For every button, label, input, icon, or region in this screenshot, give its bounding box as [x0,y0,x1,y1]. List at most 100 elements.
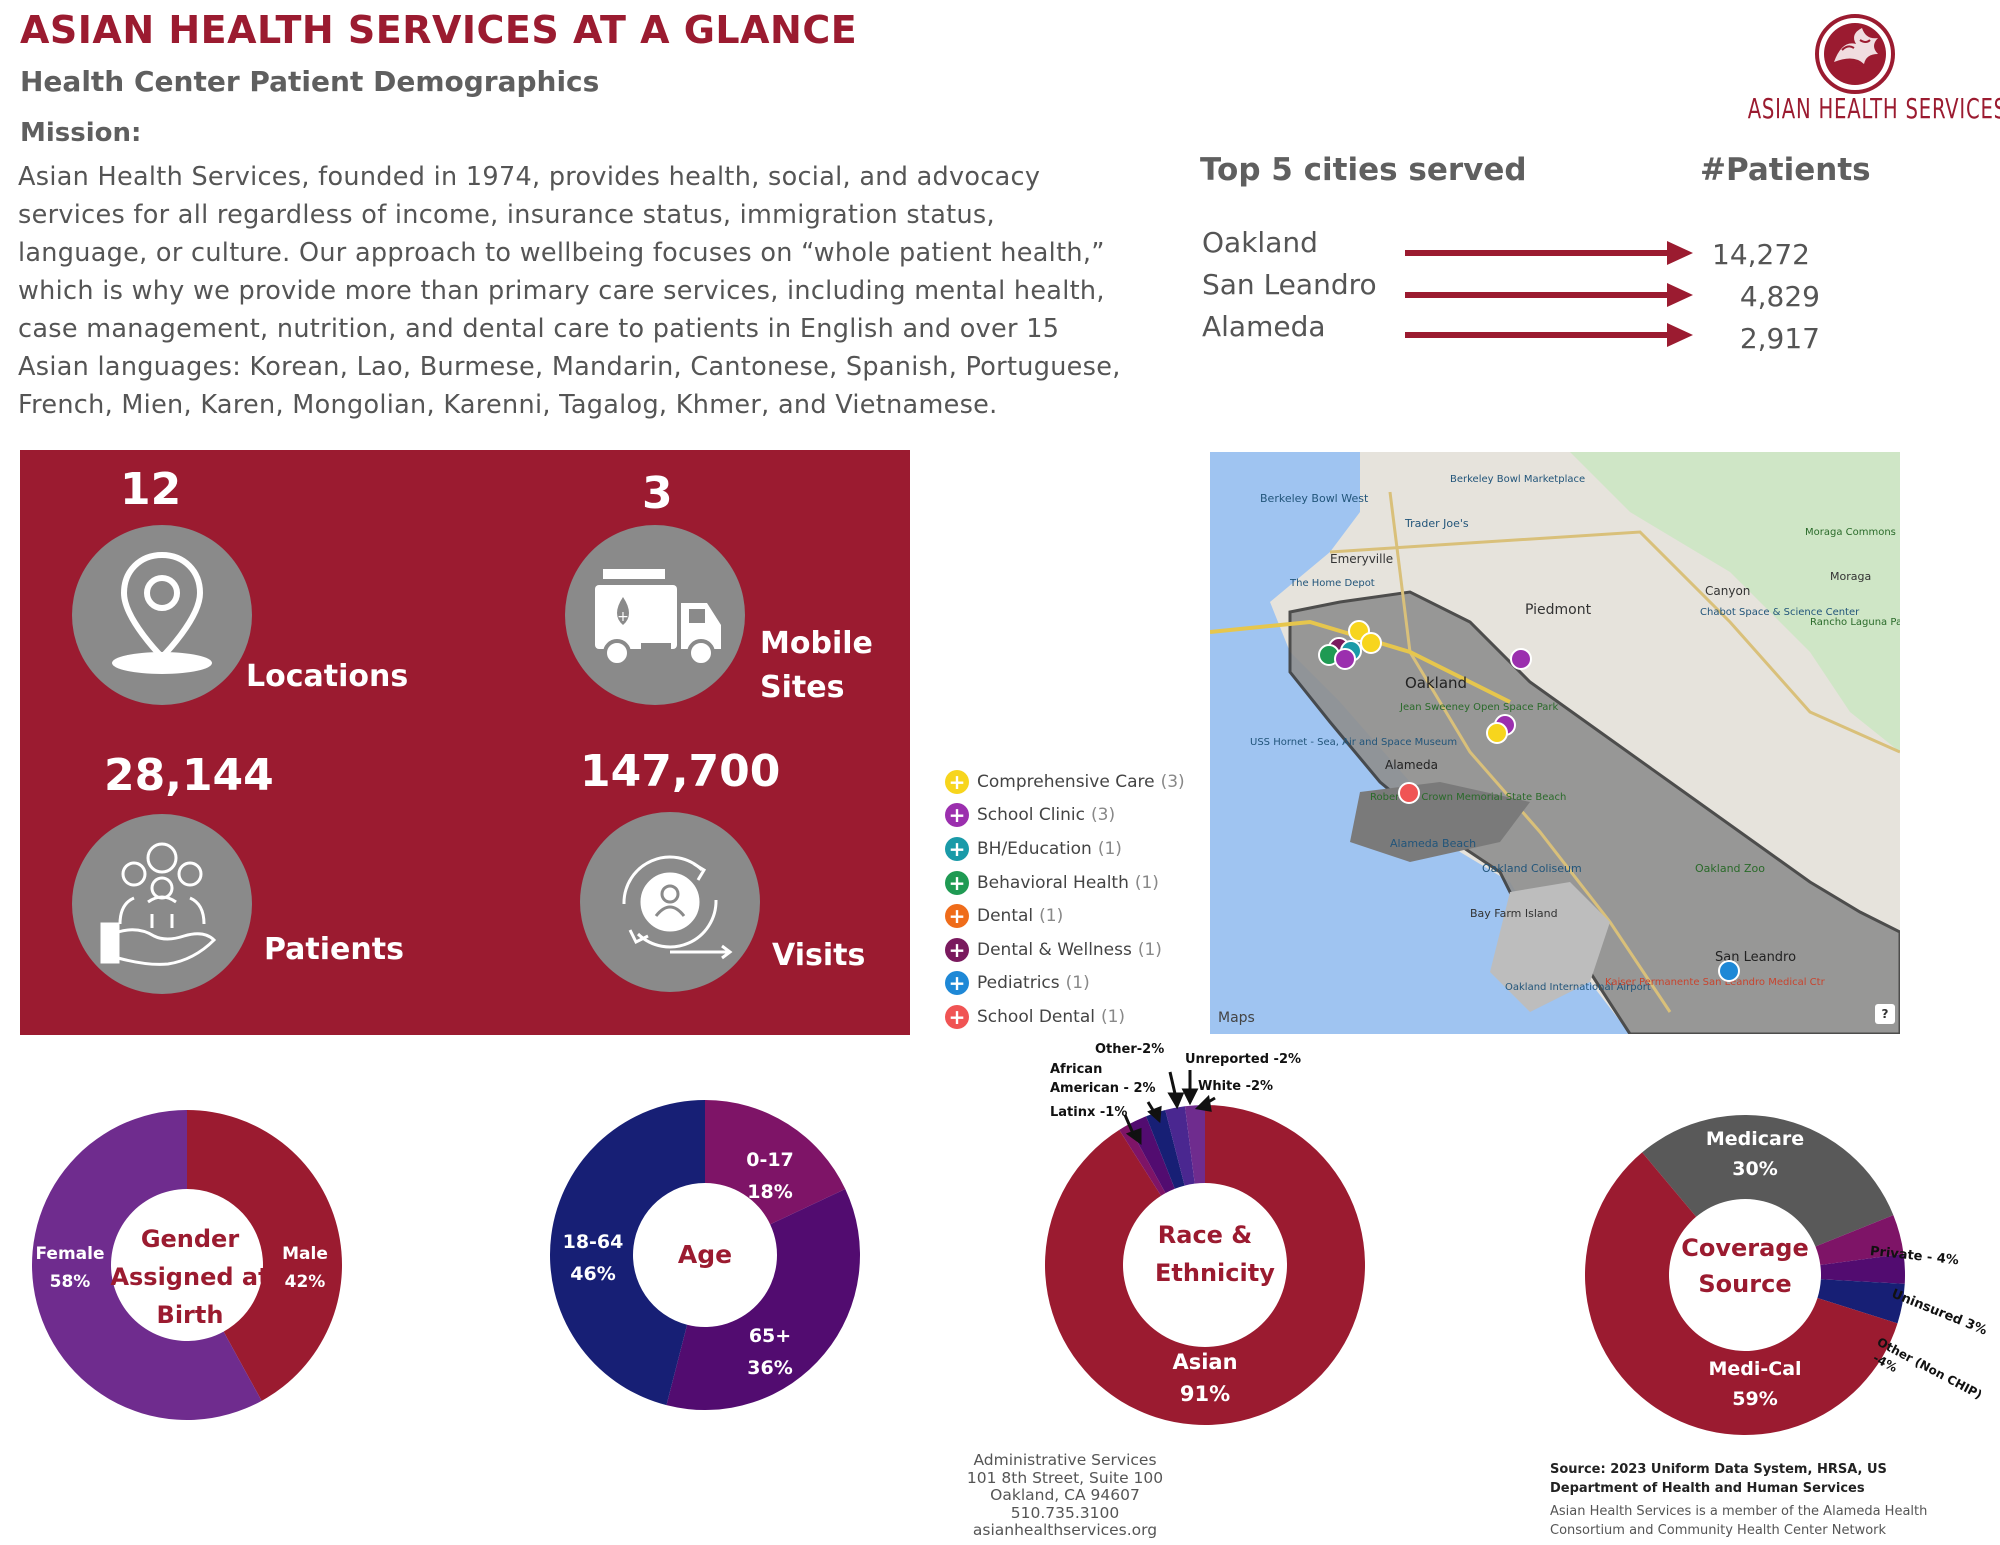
map-label: USS Hornet - Sea, Air and Space Museum [1250,737,1458,748]
map-label: Oakland International Airport [1505,982,1651,993]
race-chart-title: Race & Ethnicity [1155,1221,1275,1287]
callout-latinx: Latinx -1% [1050,1105,1128,1120]
legend-item: + Behavioral Health (1) [945,866,1185,900]
map-label: Moraga Commons Park [1805,527,1900,538]
map-label: Robert W. Crown Memorial State Beach [1370,792,1567,803]
callout-african-american: American - 2% [1050,1081,1156,1096]
plus-icon: + [945,937,969,962]
plus-icon: + [945,1004,969,1029]
age-donut-chart [550,1100,860,1410]
city-name: Alameda [1202,310,1326,343]
map-marker-school-clinic[interactable] [1334,648,1356,670]
donut-slice [31,1110,262,1420]
map-marker-school-dental[interactable] [1398,782,1420,804]
donut-slice [187,1110,342,1401]
map-marker-pediatrics[interactable] [1718,960,1740,982]
patients-count: 28,144 [104,750,274,801]
legend-count: (1) [1039,906,1064,927]
map-label: Oakland Coliseum [1482,862,1582,875]
locations-count: 12 [120,464,182,515]
map-label: Alameda Beach [1390,837,1477,850]
legend-count: (3) [1160,771,1185,792]
legend-label: Pediatrics [977,973,1060,994]
slice-label: Medi-Cal 59% [1708,1358,1802,1410]
people-care-icon [72,814,252,994]
slice-label: 65+ 36% [747,1325,793,1379]
legend-label: BH/Education [977,838,1092,859]
map-label: Jean Sweeney Open Space Park [1400,702,1559,713]
source-note: Source: 2023 Uniform Data System, HRSA, … [1550,1462,1887,1496]
logo-icon [1815,14,1895,94]
legend-item: + School Clinic (3) [945,799,1185,833]
map-label: Oakland [1405,674,1468,692]
map-label: Piedmont [1525,602,1592,618]
city-name: Oakland [1202,226,1318,259]
donut-slice [1642,1115,1894,1247]
map-marker-comprehensive-care[interactable] [1360,632,1382,654]
city-patients: 14,272 [1712,238,1810,271]
mobile-sites-label-1: Mobile [760,626,873,661]
legend-label: School Clinic [977,805,1086,826]
legend-count: (1) [1134,872,1159,893]
location-pin-icon [72,525,252,705]
map-attribution: Maps [1218,1010,1255,1026]
donut-slice [1817,1279,1905,1324]
donut-slice [705,1100,846,1225]
mission-heading: Mission: [20,118,142,148]
map-label: The Home Depot [1290,578,1375,589]
map-help-button[interactable]: ? [1875,1004,1895,1024]
map-label: Bay Farm Island [1470,907,1558,920]
legend-count: (1) [1100,1006,1126,1027]
plus-icon: + [945,836,969,861]
arrow-icon [1405,241,1693,265]
map-label: Kaiser Permanente San Leandro Medical Ct… [1605,977,1825,988]
svg-text:+: + [617,609,629,625]
map-marker-school-clinic[interactable] [1510,648,1532,670]
map-legend: + Comprehensive Care (3) + School Clinic (3)… [945,765,1185,1034]
map-label: Trader Joe's [1405,517,1469,530]
service-area-map[interactable]: Emeryville Piedmont Oakland Alameda San … [1210,452,1900,1034]
arrow-icon [1405,283,1693,307]
coverage-chart-title: Coverage Source [1681,1234,1809,1298]
legend-item: + Dental & Wellness (1) [945,933,1185,967]
cities-heading: Top 5 cities served [1200,152,1527,188]
page-title: ASIAN HEALTH SERVICES AT A GLANCE [20,8,858,52]
plus-icon: + [945,971,969,996]
website-link[interactable]: asianhealthservices.org [972,1521,1158,1539]
slice-label: Male 42% [282,1244,328,1292]
map-label: Alameda [1385,758,1438,772]
legend-label: Comprehensive Care [977,771,1155,792]
donut-slice [1045,1105,1365,1425]
slice-label: Female 58% [35,1244,105,1292]
slice-label: Asian 91% [1172,1350,1238,1406]
donut-slice [1820,1253,1905,1284]
slice-label: Medicare 30% [1705,1128,1805,1180]
visit-cycle-icon [580,812,760,992]
locations-label: Locations [246,659,409,694]
footer-address: Administrative Services 101 8th Street, … [940,1451,1190,1540]
map-label: Oakland Zoo [1695,862,1766,875]
mobile-sites-label-2: Sites [760,670,845,705]
city-name: San Leandro [1202,268,1377,301]
legend-label: Behavioral Health [977,872,1129,893]
legend-label: Dental & Wellness [977,939,1132,960]
callout-unreported: Unreported -2% [1185,1052,1302,1067]
legend-count: (1) [1065,973,1090,994]
donut-slice [666,1189,860,1410]
legend-count: (3) [1091,805,1116,826]
patients-label: Patients [264,932,404,967]
arrow-icon [1405,323,1693,347]
legend-label: Dental [977,906,1034,927]
donut-slice [1184,1105,1205,1184]
gender-chart-title: Gender Assigned at Birth [110,1225,270,1329]
donut-slice [1585,1152,1898,1435]
visits-count: 147,700 [580,746,781,797]
legend-item: + School Dental (1) [945,1000,1185,1034]
gender-donut-chart [31,1110,342,1420]
map-marker-comprehensive-care[interactable] [1486,722,1508,744]
map-label: Chabot Space & Science Center [1700,607,1860,618]
page-subtitle: Health Center Patient Demographics [20,65,600,98]
mission-text: Asian Health Services, founded in 1974, … [18,162,1121,420]
plus-icon: + [945,870,969,895]
slice-label: 18-64 46% [562,1231,624,1285]
